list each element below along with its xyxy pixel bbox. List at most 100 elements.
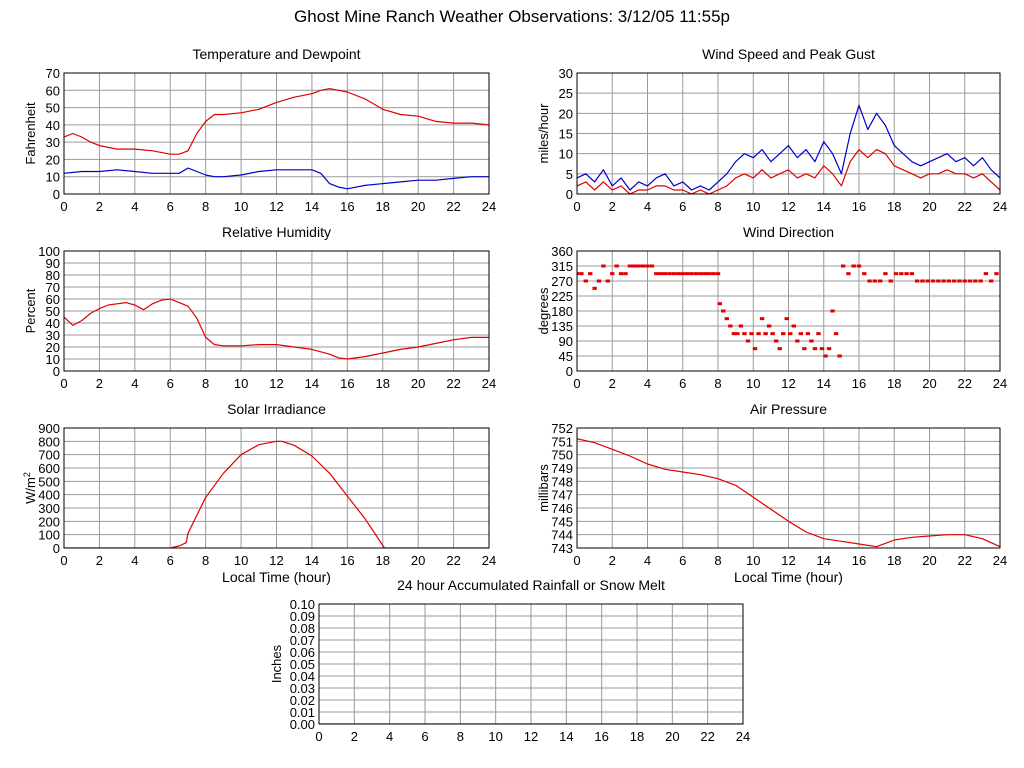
x-tick-label: 22 xyxy=(446,199,460,214)
x-tick-label: 4 xyxy=(386,729,393,744)
plot-frame xyxy=(63,427,490,549)
data-point xyxy=(862,272,867,276)
y-tick-label: 40 xyxy=(46,118,60,133)
x-tick-label: 12 xyxy=(524,729,538,744)
data-point xyxy=(680,272,685,276)
y-tick-label: 700 xyxy=(38,448,60,463)
data-point xyxy=(658,272,663,276)
data-point xyxy=(802,347,807,351)
y-tick-label: 80 xyxy=(46,268,60,283)
x-tick-label: 24 xyxy=(993,376,1007,391)
y-tick-label: 10 xyxy=(46,170,60,185)
x-tick-label: 22 xyxy=(446,376,460,391)
data-point xyxy=(654,272,659,276)
x-tick-label: 0 xyxy=(573,553,580,568)
data-point xyxy=(930,279,936,283)
data-point xyxy=(988,279,994,283)
x-tick-label: 8 xyxy=(714,199,721,214)
data-point xyxy=(909,272,915,276)
data-point xyxy=(888,279,893,283)
data-point xyxy=(601,264,606,268)
x-tick-label: 2 xyxy=(96,553,103,568)
data-point xyxy=(957,279,962,283)
x-tick-label: 4 xyxy=(131,199,138,214)
x-tick-label: 16 xyxy=(852,553,866,568)
series-group xyxy=(64,298,489,360)
y-tick-label: 746 xyxy=(551,501,573,516)
x-tick-label: 18 xyxy=(376,199,390,214)
y-tick-label: 200 xyxy=(38,514,60,529)
x-tick-label: 6 xyxy=(679,553,686,568)
x-tick-label: 16 xyxy=(852,376,866,391)
x-tick-label: 2 xyxy=(609,553,616,568)
x-tick-label: 0 xyxy=(60,553,67,568)
y-tick-label: 0.09 xyxy=(290,609,315,624)
y-tick-label: 0 xyxy=(53,364,60,379)
data-point xyxy=(830,309,835,313)
data-point xyxy=(667,272,672,276)
data-point xyxy=(706,272,712,276)
data-point xyxy=(583,279,589,283)
data-point xyxy=(823,354,828,358)
y-tick-label: 748 xyxy=(551,474,573,489)
data-point xyxy=(840,264,846,268)
data-point xyxy=(632,264,637,268)
data-point xyxy=(795,339,800,343)
data-point xyxy=(899,272,904,276)
y-axis-label: miles/hour xyxy=(536,103,551,164)
y-tick-label: 743 xyxy=(551,541,573,556)
y-tick-label: 5 xyxy=(566,167,573,182)
x-tick-label: 10 xyxy=(746,376,760,391)
series-line xyxy=(64,87,489,155)
y-tick-label: 751 xyxy=(551,434,573,449)
x-tick-label: 24 xyxy=(482,199,496,214)
x-tick-label: 18 xyxy=(887,199,901,214)
data-point xyxy=(851,264,856,268)
series-line xyxy=(577,104,1000,191)
x-tick-label: 12 xyxy=(781,553,795,568)
x-tick-label: 4 xyxy=(644,376,651,391)
x-tick-label: 18 xyxy=(887,553,901,568)
y-tick-label: 60 xyxy=(46,292,60,307)
x-tick-label: 16 xyxy=(340,376,354,391)
series-group xyxy=(577,264,999,358)
x-tick-label: 0 xyxy=(573,199,580,214)
y-tick-label: 180 xyxy=(551,304,573,319)
data-point xyxy=(749,332,754,336)
series-line xyxy=(64,440,489,548)
series-line xyxy=(64,298,489,360)
data-point xyxy=(763,332,768,336)
y-tick-label: 135 xyxy=(551,319,573,334)
data-point xyxy=(738,324,744,328)
x-tick-label: 4 xyxy=(644,553,651,568)
y-tick-label: 225 xyxy=(551,289,573,304)
x-tick-label: 22 xyxy=(958,199,972,214)
data-point xyxy=(596,279,602,283)
data-point xyxy=(684,272,690,276)
x-tick-label: 20 xyxy=(411,376,425,391)
chart-title: Wind Direction xyxy=(743,224,834,240)
chart-title: Wind Speed and Peak Gust xyxy=(702,46,875,62)
x-tick-label: 10 xyxy=(234,553,248,568)
x-tick-label: 22 xyxy=(958,553,972,568)
x-tick-label: 0 xyxy=(315,729,322,744)
x-tick-label: 14 xyxy=(305,553,319,568)
y-tick-label: 300 xyxy=(38,501,60,516)
y-tick-label: 30 xyxy=(559,66,573,81)
data-point xyxy=(893,272,899,276)
data-point xyxy=(636,264,641,268)
data-point xyxy=(610,272,615,276)
x-tick-label: 10 xyxy=(234,376,248,391)
y-tick-label: 749 xyxy=(551,461,573,476)
data-point xyxy=(773,339,779,343)
data-point xyxy=(856,264,862,268)
x-tick-label: 6 xyxy=(679,199,686,214)
y-tick-label: 0.02 xyxy=(290,693,315,708)
data-point xyxy=(883,272,888,276)
chart-title: 24 hour Accumulated Rainfall or Snow Mel… xyxy=(397,577,665,593)
x-tick-label: 20 xyxy=(922,376,936,391)
series-group xyxy=(64,440,489,548)
data-point xyxy=(614,264,619,268)
